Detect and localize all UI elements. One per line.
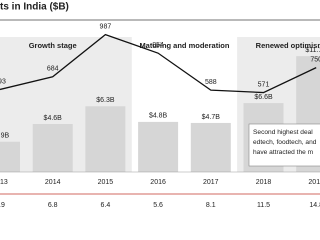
deal-value-label: 571	[258, 81, 270, 88]
annotation-text: Second highest deal	[253, 129, 313, 136]
chart-title: ts in India ($B)	[0, 2, 69, 13]
annotation-text: edtech, foodtech, and	[253, 139, 317, 146]
bar	[0, 141, 20, 172]
row-value: 4.9	[0, 202, 5, 209]
row-value: 5.6	[153, 202, 163, 209]
x-tick-label: 2014	[45, 179, 61, 186]
x-tick-label: 2017	[203, 179, 219, 186]
bar-value-label: $11.1B	[305, 47, 320, 54]
deal-value-label: 750	[310, 56, 320, 63]
row-value: 14.8	[309, 202, 320, 209]
deal-value-label: 987	[100, 23, 112, 30]
phase-label: Renewed optimism	[256, 41, 320, 50]
chart: ts in India ($B) Growth stage Maturing an…	[0, 2, 320, 209]
x-tick-label: 2013	[0, 179, 8, 186]
annotation-box	[248, 123, 320, 167]
x-tick-label: 2015	[98, 179, 114, 186]
bar-value-label: $2.9B	[0, 133, 9, 140]
x-tick-label: 2016	[150, 179, 166, 186]
phase-label: Maturing and moderation	[139, 41, 229, 50]
bar-value-label: $4.6B	[44, 115, 63, 122]
bar	[32, 123, 73, 172]
bar-value-label: $4.8B	[149, 113, 168, 120]
page: {"chart_data": { "type": "bar_line", "ti…	[0, 1, 320, 209]
bar	[138, 121, 179, 172]
bar-value-label: $6.6B	[254, 94, 273, 101]
bar-value-label: $6.3B	[96, 97, 115, 104]
row-value: 6.4	[101, 202, 111, 209]
row-value: 11.5	[257, 202, 270, 209]
phase-label: Growth stage	[29, 41, 77, 50]
bar-value-label: $4.7B	[202, 114, 221, 121]
deal-line	[0, 33, 317, 94]
x-tick-label: 2018	[256, 179, 272, 186]
annotation-text: have attracted the m	[253, 149, 314, 156]
row-value: 8.1	[206, 202, 216, 209]
deal-value-label: 593	[0, 78, 6, 85]
deal-value-label: 588	[205, 79, 217, 86]
bar	[85, 106, 126, 172]
deal-value-label: 684	[47, 66, 59, 73]
deal-value-label: 854	[152, 42, 164, 49]
row-value: 6.8	[48, 202, 58, 209]
bar	[190, 122, 231, 172]
